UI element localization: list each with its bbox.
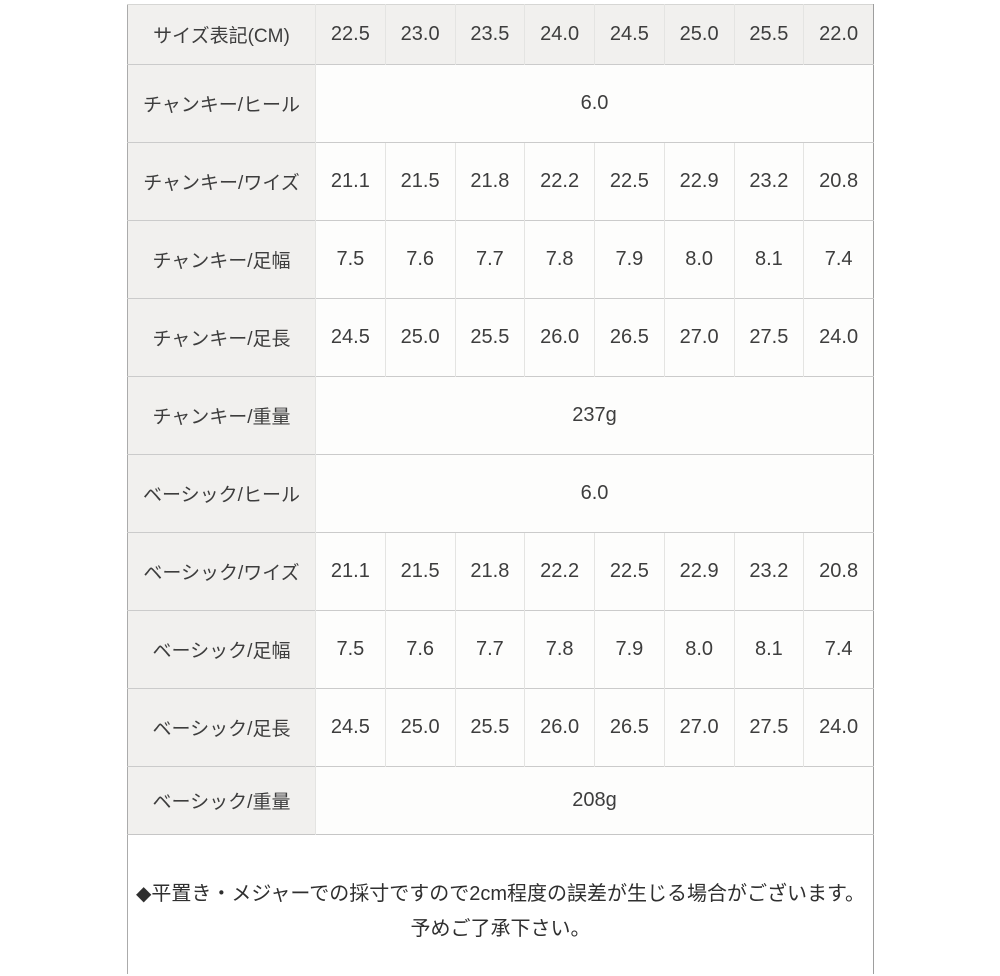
- value-cell: 26.0: [524, 688, 595, 767]
- table-row: ベーシック/ヒール 6.0: [127, 454, 874, 533]
- header-label: サイズ表記(CM): [127, 4, 316, 65]
- value-cell: 25.0: [384, 298, 455, 377]
- value-cell: 21.1: [315, 532, 386, 611]
- size-column-header: 22.5: [315, 4, 386, 65]
- value-cell: 27.0: [663, 688, 734, 767]
- value-cell: 22.2: [524, 142, 595, 221]
- value-cell: 24.0: [803, 688, 874, 767]
- row-label: ベーシック/足幅: [127, 610, 316, 689]
- value-cell: 23.2: [733, 142, 804, 221]
- span-value-cell: 208g: [315, 766, 874, 835]
- value-cell: 8.0: [663, 220, 734, 299]
- value-cell: 8.0: [663, 610, 734, 689]
- table-row: ベーシック/足幅 7.5 7.6 7.7 7.8 7.9 8.0 8.1 7.4: [127, 610, 874, 689]
- value-cell: 7.6: [384, 220, 455, 299]
- row-label: チャンキー/重量: [127, 376, 316, 455]
- value-cell: 22.9: [663, 532, 734, 611]
- row-label: ベーシック/ヒール: [127, 454, 316, 533]
- value-cell: 20.8: [803, 142, 874, 221]
- table-row: チャンキー/足長 24.5 25.0 25.5 26.0 26.5 27.0 27.5 24.0: [127, 298, 874, 377]
- table-row: ベーシック/足長 24.5 25.0 25.5 26.0 26.5 27.0 27.5 24.0: [127, 688, 874, 767]
- value-cell: 23.2: [733, 532, 804, 611]
- value-cell: 27.0: [663, 298, 734, 377]
- value-cell: 7.9: [594, 610, 665, 689]
- row-label: チャンキー/ヒール: [127, 64, 316, 143]
- size-table-body: サイズ表記(CM) 22.5 23.0 23.5 24.0 24.5 25.0 25.5 22.…: [127, 4, 874, 835]
- size-column-header: 24.5: [594, 4, 665, 65]
- size-column-header: 25.5: [733, 4, 804, 65]
- span-value-cell: 6.0: [315, 64, 874, 143]
- value-cell: 8.1: [733, 610, 804, 689]
- value-cell: 20.8: [803, 532, 874, 611]
- value-cell: 7.5: [315, 610, 386, 689]
- value-cell: 21.5: [384, 142, 455, 221]
- measurement-note-line2: 予めご了承下さい。: [410, 918, 591, 940]
- table-row: ベーシック/ワイズ 21.1 21.5 21.8 22.2 22.5 22.9 23.2 20.…: [127, 532, 874, 611]
- value-cell: 7.7: [454, 610, 525, 689]
- header-row: サイズ表記(CM) 22.5 23.0 23.5 24.0 24.5 25.0 25.5 22.…: [127, 4, 874, 65]
- value-cell: 7.9: [594, 220, 665, 299]
- value-cell: 24.5: [315, 298, 386, 377]
- size-column-header: 25.0: [663, 4, 734, 65]
- size-table: サイズ表記(CM) 22.5 23.0 23.5 24.0 24.5 25.0 25.5 22.…: [127, 4, 874, 835]
- table-wrap: サイズ表記(CM) 22.5 23.0 23.5 24.0 24.5 25.0 25.5 22.…: [127, 4, 874, 974]
- value-cell: 24.5: [315, 688, 386, 767]
- value-cell: 7.4: [803, 610, 874, 689]
- size-column-header: 22.0: [803, 4, 874, 65]
- value-cell: 7.5: [315, 220, 386, 299]
- value-cell: 24.0: [803, 298, 874, 377]
- measurement-note: ◆平置き・メジャーでの採寸ですので2cm程度の誤差が生じる場合がございます。 予…: [127, 835, 874, 974]
- value-cell: 7.4: [803, 220, 874, 299]
- value-cell: 7.8: [524, 610, 595, 689]
- value-cell: 25.0: [384, 688, 455, 767]
- table-row: チャンキー/ヒール 6.0: [127, 64, 874, 143]
- row-label: チャンキー/ワイズ: [127, 142, 316, 221]
- value-cell: 21.5: [384, 532, 455, 611]
- row-label: ベーシック/ワイズ: [127, 532, 316, 611]
- row-label: ベーシック/重量: [127, 766, 316, 835]
- value-cell: 26.5: [594, 298, 665, 377]
- size-column-header: 24.0: [524, 4, 595, 65]
- value-cell: 8.1: [733, 220, 804, 299]
- table-row: ベーシック/重量 208g: [127, 766, 874, 835]
- table-row: チャンキー/足幅 7.5 7.6 7.7 7.8 7.9 8.0 8.1 7.4: [127, 220, 874, 299]
- value-cell: 25.5: [454, 688, 525, 767]
- span-value-cell: 237g: [315, 376, 874, 455]
- value-cell: 26.5: [594, 688, 665, 767]
- value-cell: 22.5: [594, 532, 665, 611]
- table-row: チャンキー/ワイズ 21.1 21.5 21.8 22.2 22.5 22.9 23.2 20.…: [127, 142, 874, 221]
- row-label: チャンキー/足幅: [127, 220, 316, 299]
- value-cell: 22.2: [524, 532, 595, 611]
- value-cell: 26.0: [524, 298, 595, 377]
- value-cell: 21.8: [454, 142, 525, 221]
- table-row: チャンキー/重量 237g: [127, 376, 874, 455]
- value-cell: 7.7: [454, 220, 525, 299]
- value-cell: 7.8: [524, 220, 595, 299]
- value-cell: 7.6: [384, 610, 455, 689]
- size-column-header: 23.0: [384, 4, 455, 65]
- value-cell: 25.5: [454, 298, 525, 377]
- measurement-note-line1: ◆平置き・メジャーでの採寸ですので2cm程度の誤差が生じる場合がございます。: [136, 883, 865, 905]
- value-cell: 27.5: [733, 688, 804, 767]
- span-value-cell: 6.0: [315, 454, 874, 533]
- size-column-header: 23.5: [454, 4, 525, 65]
- value-cell: 21.1: [315, 142, 386, 221]
- row-label: チャンキー/足長: [127, 298, 316, 377]
- value-cell: 22.5: [594, 142, 665, 221]
- value-cell: 21.8: [454, 532, 525, 611]
- value-cell: 27.5: [733, 298, 804, 377]
- value-cell: 22.9: [663, 142, 734, 221]
- row-label: ベーシック/足長: [127, 688, 316, 767]
